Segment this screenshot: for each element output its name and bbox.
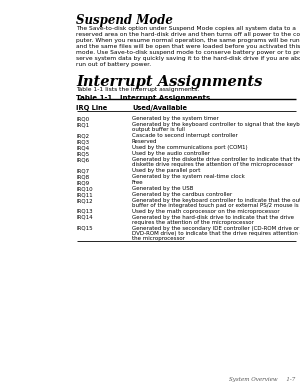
Text: IRQ13: IRQ13 — [76, 209, 93, 214]
Text: Generated by the secondary IDE controller (CD-ROM drive or: Generated by the secondary IDE controlle… — [132, 226, 299, 231]
Text: Generated by the USB: Generated by the USB — [132, 186, 194, 191]
Text: IRQ Line: IRQ Line — [76, 105, 108, 111]
Text: Used by the communications port (COM1): Used by the communications port (COM1) — [132, 145, 248, 150]
Text: Used by the audio controller: Used by the audio controller — [132, 151, 210, 156]
Text: Free: Free — [132, 180, 144, 185]
Text: Cascade to second interrupt controller: Cascade to second interrupt controller — [132, 133, 238, 138]
Text: output buffer is full: output buffer is full — [132, 127, 185, 132]
Text: IRQ7: IRQ7 — [76, 168, 90, 173]
Text: Generated by the hard-disk drive to indicate that the drive: Generated by the hard-disk drive to indi… — [132, 215, 294, 220]
Text: Suspend Mode: Suspend Mode — [76, 14, 173, 28]
Text: Generated by the keyboard controller to indicate that the output: Generated by the keyboard controller to … — [132, 198, 300, 203]
Text: Generated by the system real-time clock: Generated by the system real-time clock — [132, 174, 245, 179]
Text: System Overview     1-7: System Overview 1-7 — [229, 377, 296, 382]
Text: IRQ12: IRQ12 — [76, 198, 93, 203]
Text: Reserved: Reserved — [132, 139, 158, 144]
Text: IRQ15: IRQ15 — [76, 226, 93, 231]
Text: IRQ5: IRQ5 — [76, 151, 90, 156]
Text: IRQ1: IRQ1 — [76, 122, 90, 127]
Text: and the same files will be open that were loaded before you activated this: and the same files will be open that wer… — [76, 44, 300, 49]
Text: IRQ10: IRQ10 — [76, 186, 93, 191]
Text: run out of battery power.: run out of battery power. — [76, 62, 152, 67]
Text: Generated by the keyboard controller to signal that the keyboard: Generated by the keyboard controller to … — [132, 122, 300, 127]
Text: The Save-to-disk option under Suspend Mode copies all system data to a: The Save-to-disk option under Suspend Mo… — [76, 26, 296, 31]
Text: buffer of the integrated touch pad or external PS/2 mouse is full: buffer of the integrated touch pad or ex… — [132, 203, 300, 208]
Text: puter. When you resume normal operation, the same programs will be running: puter. When you resume normal operation,… — [76, 38, 300, 43]
Text: the microprocessor: the microprocessor — [132, 236, 185, 241]
Text: IRQ8: IRQ8 — [76, 174, 90, 179]
Text: IRQ6: IRQ6 — [76, 157, 90, 162]
Text: Interrupt Assignments: Interrupt Assignments — [76, 75, 263, 89]
Text: IRQ0: IRQ0 — [76, 116, 90, 121]
Text: IRQ2: IRQ2 — [76, 133, 90, 138]
Text: Used by the parallel port: Used by the parallel port — [132, 168, 200, 173]
Text: diskette drive requires the attention of the microprocessor: diskette drive requires the attention of… — [132, 162, 293, 167]
Text: Generated by the diskette drive controller to indicate that the: Generated by the diskette drive controll… — [132, 157, 300, 162]
Text: IRQ14: IRQ14 — [76, 215, 93, 220]
Text: Table 1-1.  Interrupt Assignments: Table 1-1. Interrupt Assignments — [76, 95, 211, 101]
Text: IRQ3: IRQ3 — [76, 139, 90, 144]
Text: IRQ4: IRQ4 — [76, 145, 90, 150]
Text: reserved area on the hard-disk drive and then turns off all power to the com-: reserved area on the hard-disk drive and… — [76, 32, 300, 37]
Text: Generated by the system timer: Generated by the system timer — [132, 116, 219, 121]
Text: IRQ9: IRQ9 — [76, 180, 90, 185]
Text: mode. Use Save-to-disk suspend mode to conserve battery power or to pre-: mode. Use Save-to-disk suspend mode to c… — [76, 50, 300, 55]
Text: IRQ11: IRQ11 — [76, 192, 93, 197]
Text: Used/Available: Used/Available — [132, 105, 187, 111]
Text: serve system data by quickly saving it to the hard-disk drive if you are about t: serve system data by quickly saving it t… — [76, 56, 300, 61]
Text: DVD-ROM drive) to indicate that the drive requires attention of: DVD-ROM drive) to indicate that the driv… — [132, 230, 300, 236]
Text: Used by the math coprocessor on the microprocessor: Used by the math coprocessor on the micr… — [132, 209, 280, 214]
Text: requires the attention of the microprocessor: requires the attention of the microproce… — [132, 220, 254, 225]
Text: Table 1-1 lists the interrupt assignments.: Table 1-1 lists the interrupt assignment… — [76, 87, 200, 92]
Text: Generated by the cardbus controller: Generated by the cardbus controller — [132, 192, 232, 197]
